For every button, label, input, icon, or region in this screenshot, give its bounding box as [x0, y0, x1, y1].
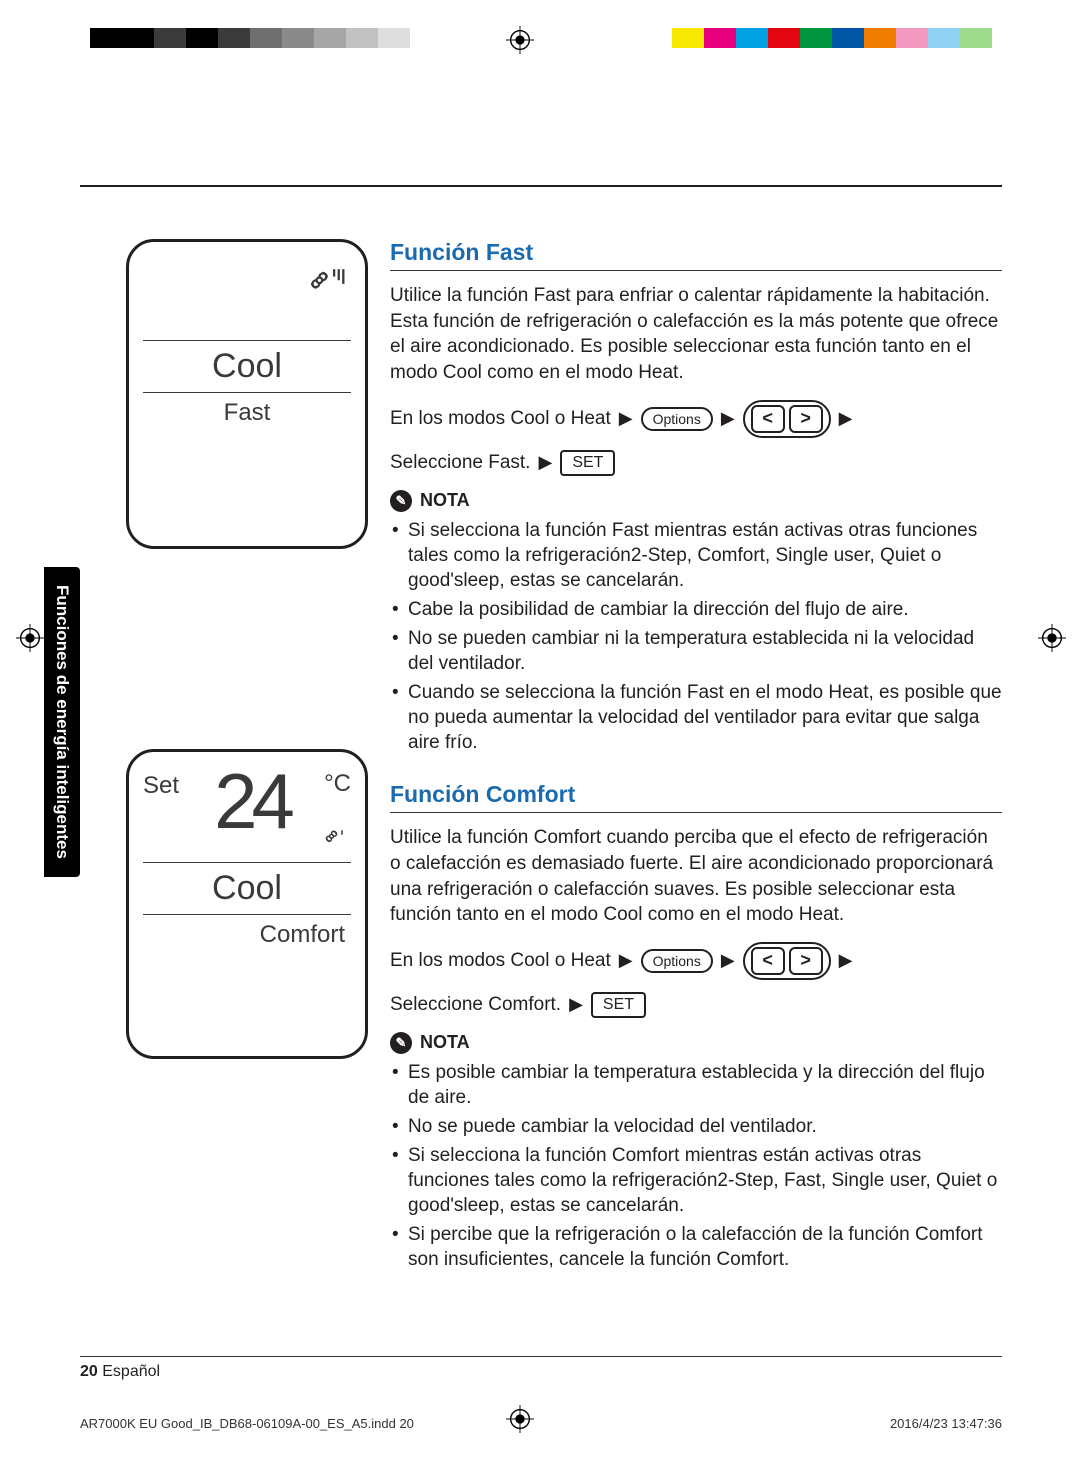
printer-color-bar-left — [90, 28, 410, 48]
registration-mark-icon — [15, 623, 45, 653]
comfort-description: Utilice la función Comfort cuando percib… — [390, 825, 1002, 928]
display-unit: °C — [324, 770, 351, 798]
registration-mark-icon — [1037, 623, 1067, 653]
note-heading: ✎ NOTA — [390, 490, 1002, 512]
page-number: 20 — [80, 1363, 98, 1380]
note-item: Cabe la posibilidad de cambiar la direcc… — [408, 597, 1002, 622]
page-language: Español — [102, 1363, 160, 1380]
nav-left-button[interactable]: < — [751, 947, 785, 975]
arrow-icon: ▶ — [839, 950, 853, 971]
note-item: No se pueden cambiar ni la temperatura e… — [408, 626, 1002, 676]
arrow-icon: ▶ — [721, 950, 735, 971]
step-text: Seleccione Comfort. — [390, 994, 561, 1016]
display-mode: Cool — [143, 347, 351, 386]
comfort-steps: En los modos Cool o Heat ▶ Options ▶ < >… — [390, 942, 1002, 1018]
note-label: NOTA — [420, 1032, 470, 1053]
remote-display-fast: Cool Fast — [126, 239, 368, 549]
nav-right-button[interactable]: > — [789, 947, 823, 975]
section-heading-comfort: Función Comfort — [390, 781, 1002, 813]
step-text: En los modos Cool o Heat — [390, 950, 611, 972]
step-text: En los modos Cool o Heat — [390, 408, 611, 430]
left-column: Cool Fast Set 24 °C Cool Comfort — [126, 239, 366, 1059]
arrow-icon: ▶ — [569, 994, 583, 1015]
nav-buttons: < > — [743, 942, 831, 980]
set-button[interactable]: SET — [560, 450, 615, 476]
nav-right-button[interactable]: > — [789, 405, 823, 433]
note-label: NOTA — [420, 490, 470, 511]
indd-filename: AR7000K EU Good_IB_DB68-06109A-00_ES_A5.… — [80, 1416, 414, 1431]
arrow-icon: ▶ — [721, 408, 735, 429]
note-item: Si percibe que la refrigeración o la cal… — [408, 1222, 1002, 1272]
registration-mark-icon — [505, 25, 535, 55]
nav-buttons: < > — [743, 400, 831, 438]
nav-left-button[interactable]: < — [751, 405, 785, 433]
note-item: No se puede cambiar la velocidad del ven… — [408, 1114, 1002, 1139]
section-tab: Funciones de energía inteligentes — [44, 567, 80, 877]
fan-icon — [143, 260, 351, 334]
arrow-icon: ▶ — [538, 452, 552, 473]
note-item: Cuando se selecciona la función Fast en … — [408, 680, 1002, 755]
comfort-notes: Es posible cambiar la temperatura establ… — [390, 1060, 1002, 1273]
fast-notes: Si selecciona la función Fast mientras e… — [390, 518, 1002, 756]
indd-timestamp: 2016/4/23 13:47:36 — [890, 1416, 1002, 1431]
note-item: Es posible cambiar la temperatura establ… — [408, 1060, 1002, 1110]
note-item: Si selecciona la función Fast mientras e… — [408, 518, 1002, 593]
note-item: Si selecciona la función Comfort mientra… — [408, 1143, 1002, 1218]
fast-steps: En los modos Cool o Heat ▶ Options ▶ < >… — [390, 400, 1002, 476]
note-heading: ✎ NOTA — [390, 1032, 1002, 1054]
arrow-icon: ▶ — [839, 408, 853, 429]
display-function: Fast — [143, 399, 351, 427]
section-heading-fast: Función Fast — [390, 239, 1002, 271]
page-content: Funciones de energía inteligentes Cool F… — [80, 185, 1002, 1381]
note-icon: ✎ — [390, 490, 412, 512]
print-metadata: AR7000K EU Good_IB_DB68-06109A-00_ES_A5.… — [80, 1416, 1002, 1431]
printer-color-bar-right — [672, 28, 992, 48]
options-button[interactable]: Options — [641, 407, 713, 431]
display-set-label: Set — [143, 770, 179, 800]
fast-description: Utilice la función Fast para enfriar o c… — [390, 283, 1002, 386]
set-button[interactable]: SET — [591, 992, 646, 1018]
page-footer: 20 Español — [80, 1356, 1002, 1381]
arrow-icon: ▶ — [619, 408, 633, 429]
arrow-icon: ▶ — [619, 950, 633, 971]
right-column: Función Fast Utilice la función Fast par… — [390, 239, 1002, 1276]
step-text: Seleccione Fast. — [390, 452, 530, 474]
display-function: Comfort — [143, 921, 351, 949]
options-button[interactable]: Options — [641, 949, 713, 973]
note-icon: ✎ — [390, 1032, 412, 1054]
remote-display-comfort: Set 24 °C Cool Comfort — [126, 749, 368, 1059]
display-mode: Cool — [143, 869, 351, 908]
display-temperature: 24 — [179, 770, 324, 832]
